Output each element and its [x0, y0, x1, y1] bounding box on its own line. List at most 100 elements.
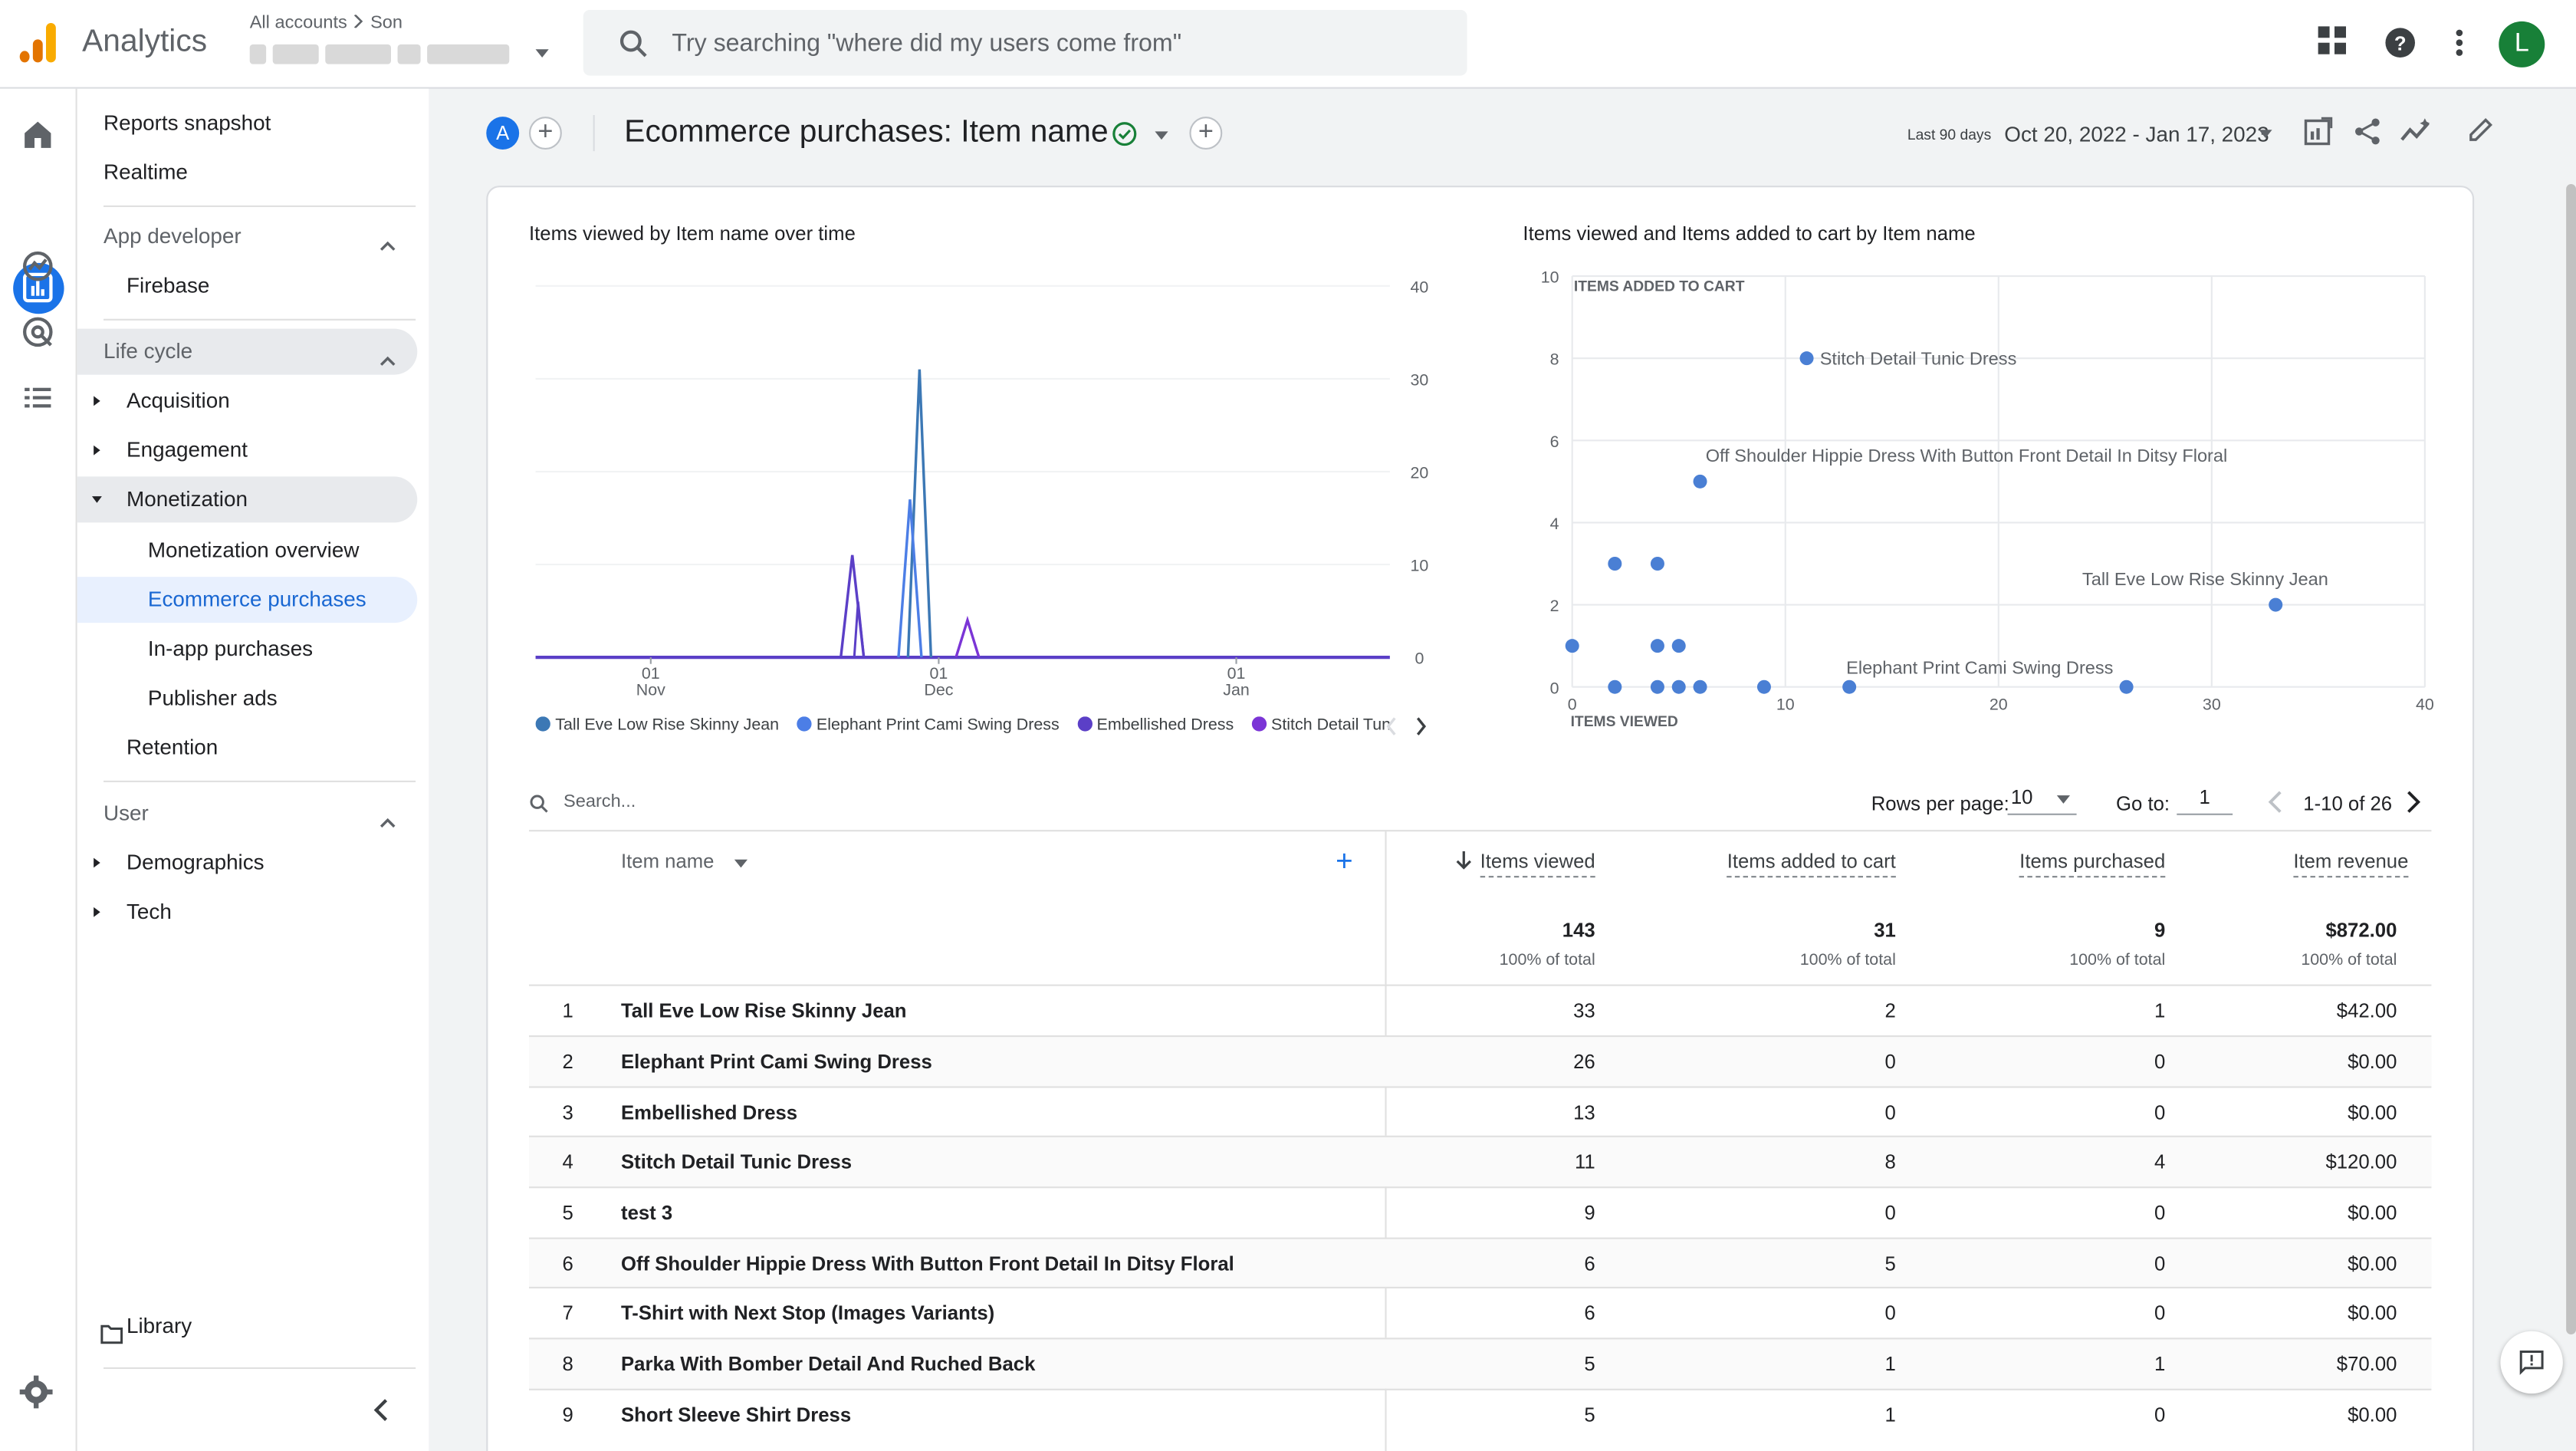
next-page-icon[interactable]	[2402, 789, 2425, 821]
date-range-label[interactable]: Last 90 days	[1907, 127, 1992, 143]
page-scrollbar[interactable]	[2566, 184, 2576, 1334]
column-header-items-viewed[interactable]: Items viewed	[1480, 849, 1595, 878]
sidebar-section-life-cycle[interactable]: Life cycle	[77, 328, 418, 375]
sidebar-item-tech[interactable]: Tech	[77, 889, 418, 935]
all-accounts-link[interactable]: All accounts	[249, 13, 347, 33]
item-name-cell[interactable]: Parka With Bomber Detail And Ruched Back	[621, 1352, 1036, 1376]
check-circle-icon[interactable]	[1112, 122, 1137, 152]
admin-gear-icon[interactable]	[18, 1374, 58, 1413]
table-row[interactable]: 3 Embellished Dress 13 0 0 $0.00	[529, 1086, 2432, 1137]
item-name-cell[interactable]: Embellished Dress	[621, 1101, 798, 1124]
sidebar-item-monetization[interactable]: Monetization	[77, 476, 418, 523]
item-name-cell[interactable]: test 3	[621, 1201, 673, 1225]
item-name-cell[interactable]: Short Sleeve Shirt Dress	[621, 1403, 852, 1426]
sidebar-item-engagement[interactable]: Engagement	[77, 427, 418, 473]
column-header-item-revenue[interactable]: Item revenue	[2293, 849, 2409, 878]
table-search-input[interactable]: Search...	[564, 791, 636, 812]
insights-icon[interactable]	[2400, 117, 2433, 151]
point-label: Stitch Detail Tunic Dress	[1820, 349, 2017, 369]
column-header-items-purchased[interactable]: Items purchased	[2019, 849, 2166, 878]
advertising-icon[interactable]	[18, 312, 58, 351]
item-name-cell[interactable]: Stitch Detail Tunic Dress	[621, 1150, 853, 1173]
legend-item[interactable]: Embellished Dress	[1076, 716, 1234, 735]
item-name-cell[interactable]: T-Shirt with Next Stop (Images Variants)	[621, 1301, 995, 1325]
legend-prev-icon[interactable]	[1385, 716, 1398, 741]
point-label: Off Shoulder Hippie Dress With Button Fr…	[1706, 446, 2228, 466]
share-icon[interactable]	[2353, 117, 2383, 151]
apps-grid-icon[interactable]	[2318, 26, 2348, 61]
legend-item[interactable]: Elephant Print Cami Swing Dress	[797, 716, 1060, 735]
table-row[interactable]: 4 Stitch Detail Tunic Dress 11 8 4 $120.00	[529, 1135, 2432, 1187]
sidebar-divider	[104, 1367, 416, 1369]
property-selector[interactable]	[249, 39, 556, 69]
table-row[interactable]: 5 test 3 9 0 0 $0.00	[529, 1186, 2432, 1237]
add-report-button[interactable]: +	[1189, 117, 1223, 150]
row-index: 6	[562, 1252, 573, 1275]
row-index: 3	[562, 1101, 573, 1124]
sidebar-item-publisher-ads[interactable]: Publisher ads	[77, 676, 418, 722]
add-dimension-button[interactable]: +	[1336, 844, 1353, 878]
sidebar-item-library[interactable]: Library	[77, 1303, 418, 1349]
chevron-up-icon	[378, 804, 398, 850]
legend-item[interactable]: Tall Eve Low Rise Skinny Jean	[535, 716, 779, 735]
rows-per-page-select[interactable]: 10	[2007, 785, 2077, 815]
table-row[interactable]: 1 Tall Eve Low Rise Skinny Jean 33 2 1 $42.00	[529, 984, 2432, 1035]
sidebar-section-app-developer[interactable]: App developer	[77, 214, 418, 260]
chevron-down-icon[interactable]	[2259, 130, 2272, 138]
sidebar-item-realtime[interactable]: Realtime	[77, 150, 418, 196]
svg-text:?: ?	[2394, 33, 2407, 54]
dimension-header[interactable]: Item name	[621, 849, 715, 873]
search-input[interactable]: Try searching "where did my users come f…	[672, 29, 1182, 58]
configure-list-icon[interactable]	[18, 378, 58, 417]
search-bar[interactable]: Try searching "where did my users come f…	[583, 9, 1467, 76]
item-name-cell[interactable]: Tall Eve Low Rise Skinny Jean	[621, 999, 907, 1022]
item-name-cell[interactable]: Elephant Print Cami Swing Dress	[621, 1050, 932, 1074]
table-row[interactable]: 2 Elephant Print Cami Swing Dress 26 0 0 $0.0…	[529, 1035, 2432, 1087]
analytics-logo-icon[interactable]	[19, 23, 59, 63]
item-revenue-cell: $0.00	[2348, 1050, 2397, 1074]
avatar[interactable]: L	[2499, 21, 2545, 67]
sidebar-item-retention[interactable]: Retention	[77, 725, 418, 771]
sidebar-item-in-app-purchases[interactable]: In-app purchases	[77, 626, 418, 672]
explore-icon[interactable]	[18, 246, 58, 285]
sidebar-item-monetization-overview[interactable]: Monetization overview	[77, 528, 418, 574]
items-added-to-cart-cell: 0	[1884, 1201, 1896, 1225]
item-name-cell[interactable]: Off Shoulder Hippie Dress With Button Fr…	[621, 1252, 1234, 1275]
table-row[interactable]: 8 Parka With Bomber Detail And Ruched Bac…	[529, 1337, 2432, 1389]
prev-page-icon[interactable]	[2264, 789, 2287, 821]
table-row[interactable]: 7 T-Shirt with Next Stop (Images Variants…	[529, 1286, 2432, 1337]
chevron-down-icon[interactable]	[734, 859, 748, 868]
row-index: 5	[562, 1201, 573, 1225]
goto-page-input[interactable]: 1	[2177, 785, 2233, 815]
help-icon[interactable]: ?	[2384, 26, 2417, 64]
table-row[interactable]: 9 Short Sleeve Shirt Dress 5 1 0 $0.00	[529, 1388, 2432, 1439]
more-vert-icon[interactable]	[2454, 26, 2464, 64]
feedback-button[interactable]	[2500, 1331, 2563, 1394]
sidebar-item-ecommerce-purchases[interactable]: Ecommerce purchases	[77, 577, 418, 624]
account-breadcrumb[interactable]: All accounts Son	[250, 13, 402, 33]
column-header-items-added-to-cart[interactable]: Items added to cart	[1727, 849, 1896, 878]
reports-icon[interactable]	[20, 269, 59, 308]
table-row[interactable]: 6 Off Shoulder Hippie Dress With Button F…	[529, 1237, 2432, 1288]
customize-report-icon[interactable]	[2303, 117, 2333, 151]
sidebar-section-user[interactable]: User	[77, 791, 418, 837]
chevron-down-icon[interactable]	[2056, 795, 2070, 804]
sidebar-item-firebase[interactable]: Firebase	[77, 263, 418, 309]
sidebar-item-acquisition[interactable]: Acquisition	[77, 378, 418, 424]
sidebar-item-demographics[interactable]: Demographics	[77, 840, 418, 886]
title-dropdown-chevron-icon[interactable]	[1155, 131, 1168, 140]
sidebar-item-reports-snapshot[interactable]: Reports snapshot	[77, 100, 418, 146]
home-icon[interactable]	[18, 115, 58, 154]
comparison-chip[interactable]: A	[486, 117, 520, 150]
sort-descending-icon[interactable]	[1456, 850, 1472, 874]
edit-pencil-icon[interactable]	[2468, 117, 2494, 148]
collapse-sidebar-icon[interactable]	[373, 1399, 389, 1426]
add-comparison-button[interactable]: +	[529, 117, 562, 150]
sidebar-divider	[104, 780, 416, 782]
legend-item[interactable]: Stitch Detail Tunic Dress	[1251, 716, 1390, 735]
scatter-point	[1693, 679, 1707, 694]
date-range-picker[interactable]: Oct 20, 2022 - Jan 17, 2023	[2004, 121, 2269, 146]
legend-next-icon[interactable]	[1414, 716, 1428, 741]
